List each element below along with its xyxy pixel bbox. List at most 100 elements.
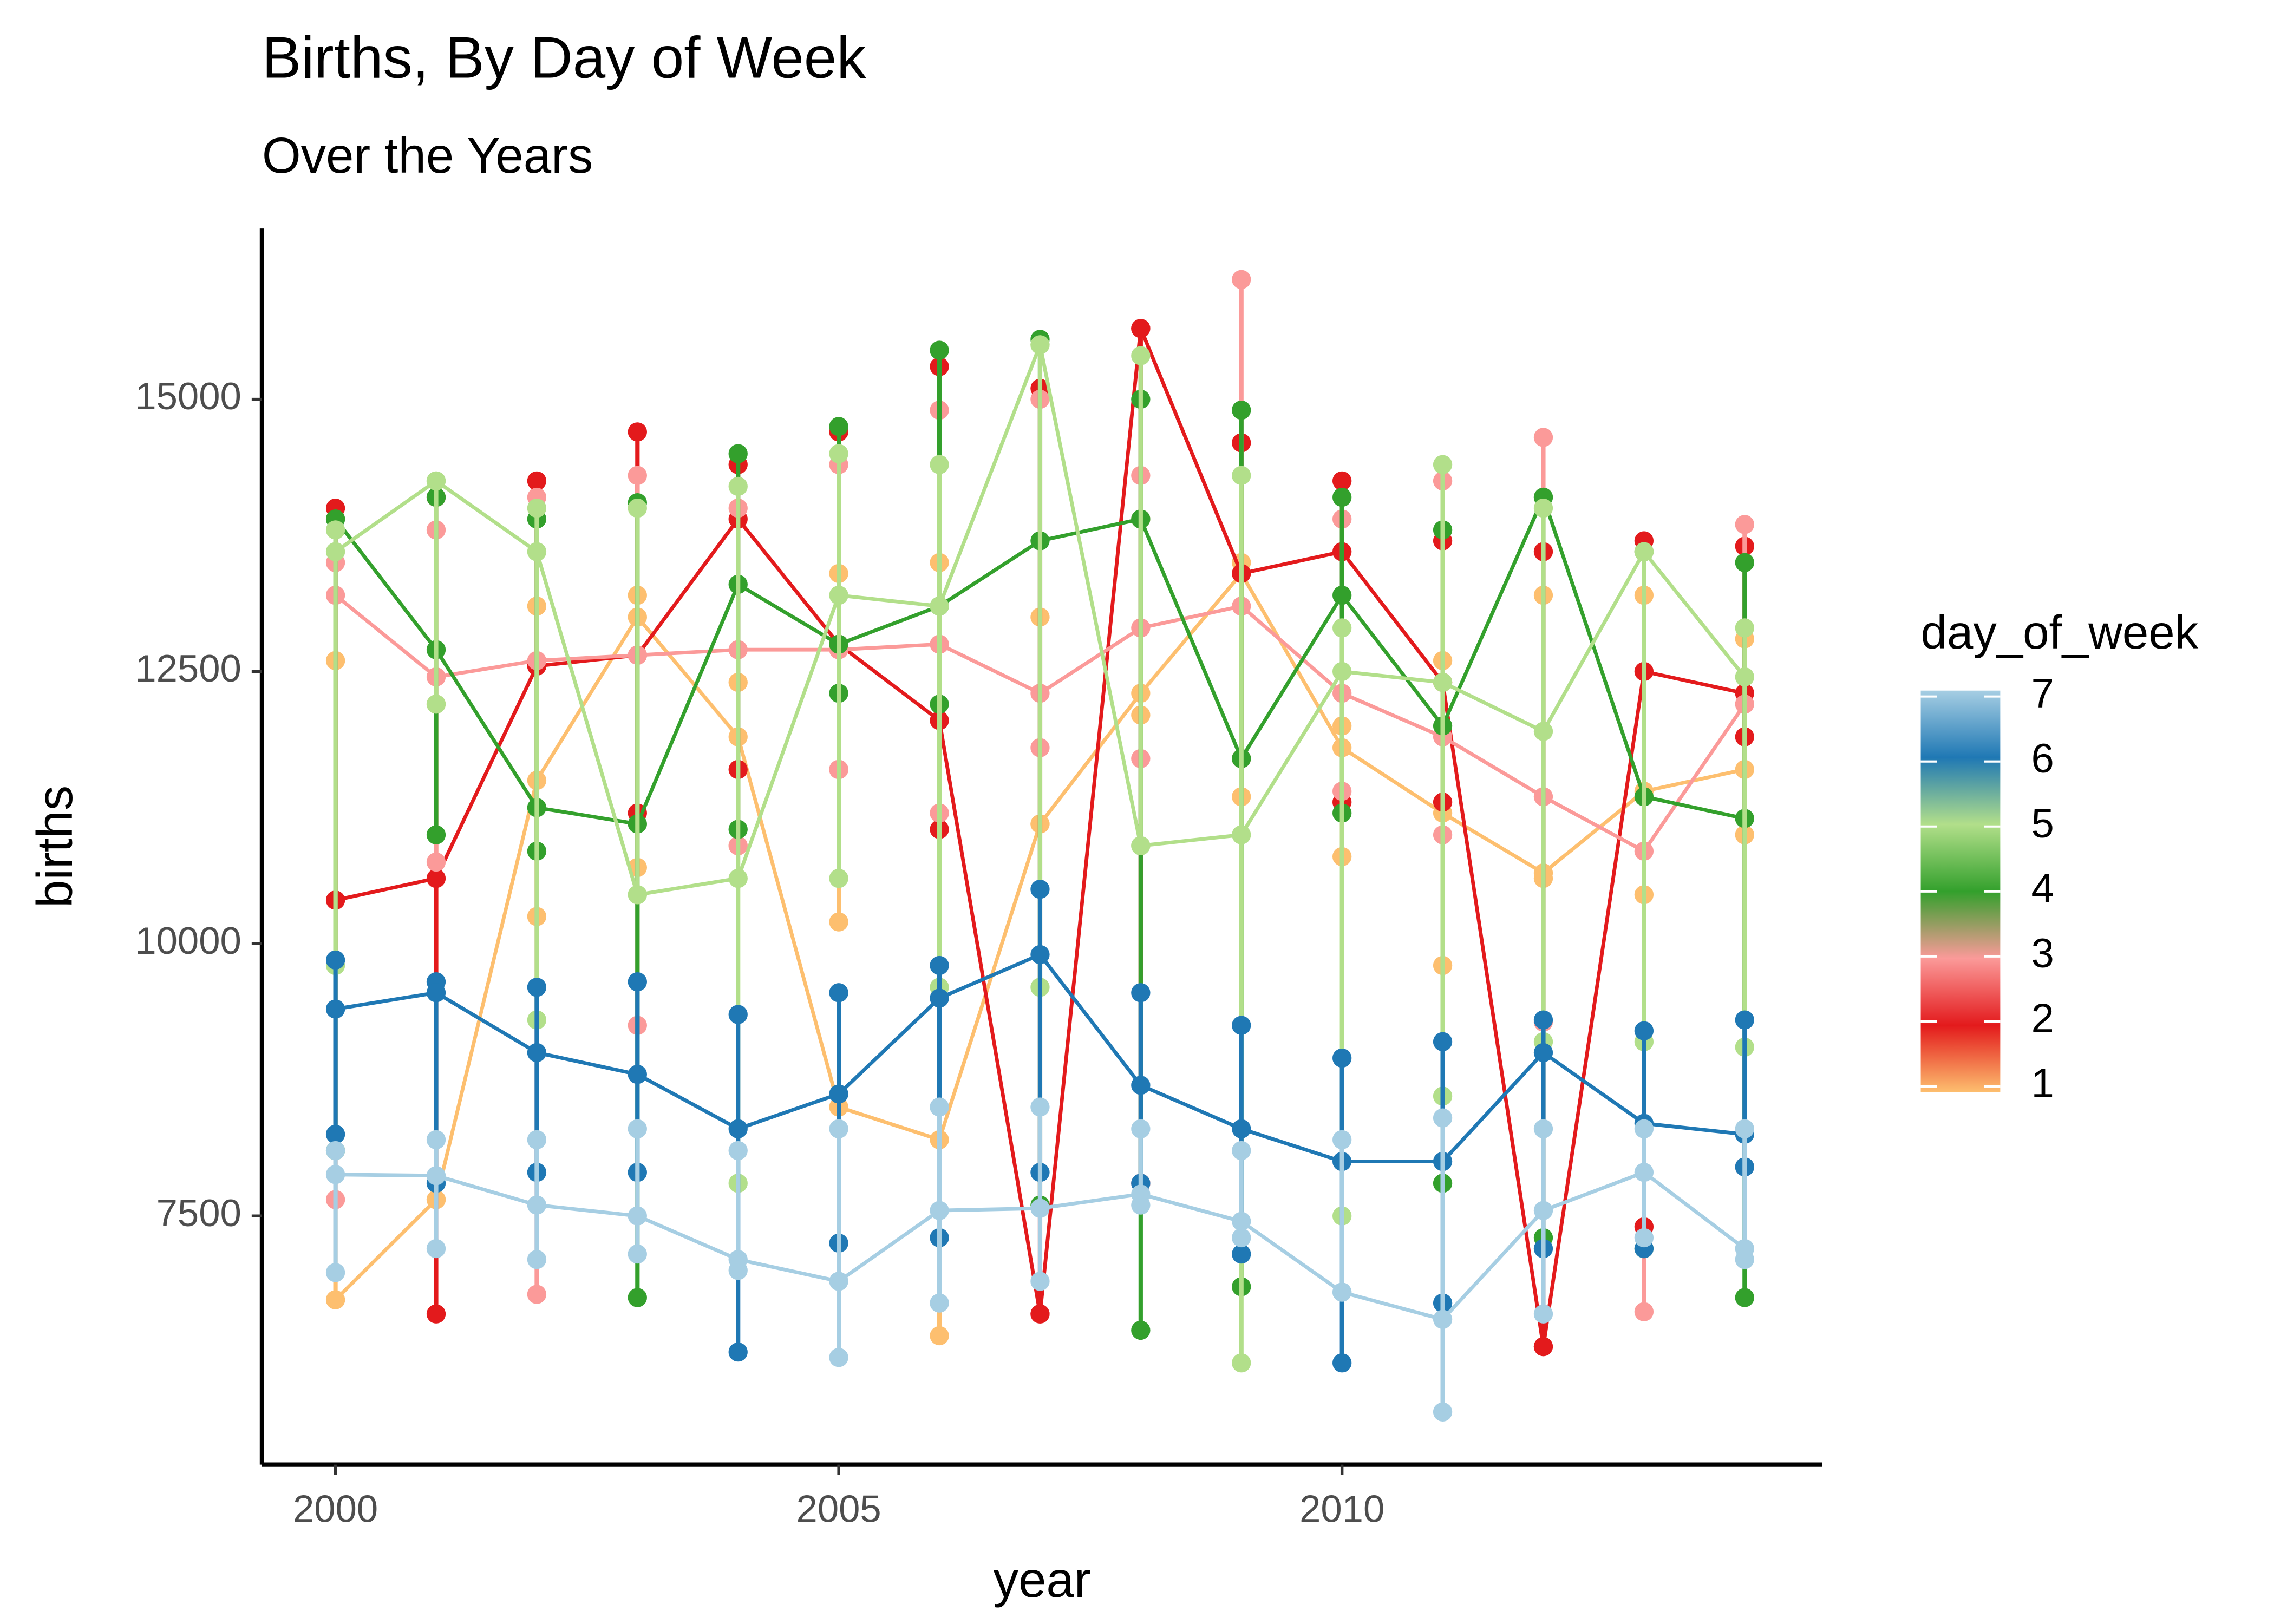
- point: [1533, 1119, 1553, 1138]
- point: [930, 1326, 949, 1346]
- point: [527, 1285, 547, 1304]
- x-tick-label: 2000: [293, 1487, 378, 1530]
- point: [1030, 1199, 1050, 1218]
- x-tick-label: 2005: [796, 1487, 881, 1530]
- point: [930, 1201, 949, 1220]
- point: [1433, 1032, 1453, 1052]
- point: [1232, 825, 1251, 844]
- point: [325, 1124, 345, 1144]
- point: [728, 1141, 748, 1161]
- point: [628, 972, 647, 992]
- point: [527, 1195, 547, 1215]
- point: [829, 868, 848, 888]
- point: [1030, 1304, 1050, 1324]
- point: [1533, 1337, 1553, 1357]
- point: [728, 1249, 748, 1269]
- series: [325, 1097, 1754, 1422]
- point: [1634, 1163, 1654, 1182]
- legend-label: 5: [2031, 801, 2054, 847]
- point: [325, 520, 345, 540]
- point: [1533, 1304, 1553, 1324]
- point: [1735, 1119, 1754, 1138]
- point: [527, 978, 547, 997]
- point: [426, 471, 446, 491]
- point: [628, 499, 647, 518]
- point: [1232, 1244, 1251, 1264]
- point: [527, 1249, 547, 1269]
- point: [628, 1288, 647, 1307]
- point: [1634, 1119, 1654, 1138]
- point: [325, 999, 345, 1019]
- point: [527, 1043, 547, 1063]
- point: [426, 1304, 446, 1324]
- point: [1332, 1282, 1352, 1302]
- point: [728, 868, 748, 888]
- point: [426, 695, 446, 714]
- point: [829, 983, 848, 1003]
- point: [1735, 667, 1754, 687]
- point: [527, 471, 547, 491]
- point: [1735, 515, 1754, 534]
- plot-area: [325, 270, 1754, 1422]
- point: [1735, 553, 1754, 572]
- point: [1030, 335, 1050, 355]
- point: [930, 340, 949, 360]
- point: [930, 955, 949, 975]
- point: [1433, 455, 1453, 474]
- point: [1735, 1288, 1754, 1307]
- point: [930, 988, 949, 1008]
- point: [628, 1244, 647, 1264]
- point: [1232, 1212, 1251, 1231]
- point: [325, 542, 345, 561]
- point: [628, 466, 647, 486]
- x-tick-label: 2010: [1299, 1487, 1384, 1530]
- point: [829, 912, 848, 932]
- point: [1332, 618, 1352, 638]
- point: [930, 597, 949, 616]
- point: [426, 852, 446, 872]
- point: [1131, 1184, 1151, 1204]
- point: [1030, 880, 1050, 899]
- point: [1030, 1272, 1050, 1291]
- point: [930, 1097, 949, 1117]
- point: [527, 1130, 547, 1150]
- point: [1533, 1010, 1553, 1030]
- legend-label: 2: [2031, 996, 2054, 1042]
- legend-title: day_of_week: [1921, 606, 2199, 659]
- point: [829, 1084, 848, 1104]
- point: [1332, 585, 1352, 605]
- point: [829, 1348, 848, 1367]
- legend-label: 4: [2031, 866, 2054, 912]
- point: [628, 885, 647, 905]
- point: [1131, 1320, 1151, 1340]
- legend-label: 1: [2031, 1060, 2054, 1106]
- y-tick-label: 7500: [156, 1191, 241, 1234]
- point: [1232, 400, 1251, 420]
- point: [1030, 1097, 1050, 1117]
- point: [1634, 1302, 1654, 1321]
- point: [728, 1005, 748, 1024]
- chart-subtitle: Over the Years: [262, 127, 593, 184]
- legend-label: 6: [2031, 736, 2054, 782]
- point: [1232, 466, 1251, 486]
- point: [426, 1130, 446, 1150]
- point: [1131, 1119, 1151, 1138]
- point: [1232, 1119, 1251, 1138]
- point: [829, 417, 848, 436]
- point: [728, 444, 748, 463]
- point: [1232, 1141, 1251, 1161]
- point: [930, 455, 949, 474]
- point: [829, 1272, 848, 1291]
- point: [1131, 319, 1151, 338]
- point: [1735, 1239, 1754, 1259]
- point: [628, 1206, 647, 1226]
- point: [325, 1290, 345, 1309]
- point: [1433, 1108, 1453, 1128]
- point: [1735, 1010, 1754, 1030]
- point: [1232, 1228, 1251, 1248]
- point: [1533, 499, 1553, 518]
- point: [1332, 662, 1352, 682]
- point: [1634, 1228, 1654, 1248]
- point: [1332, 1353, 1352, 1373]
- point: [1634, 1021, 1654, 1040]
